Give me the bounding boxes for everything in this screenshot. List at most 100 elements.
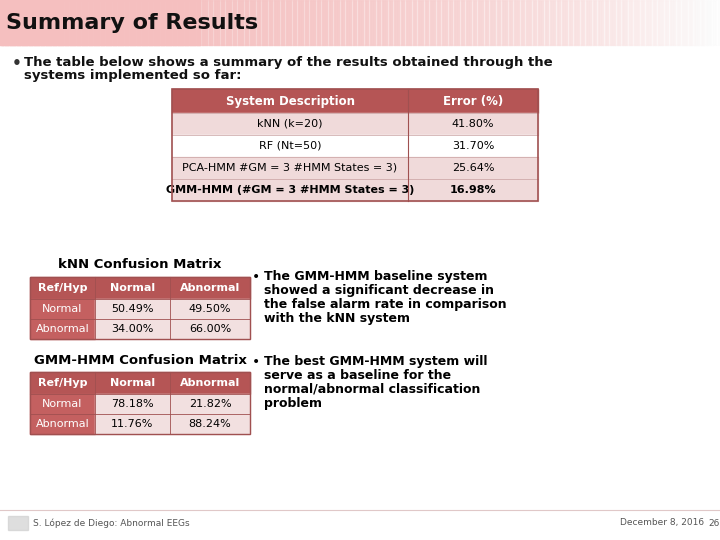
Text: Abnormal: Abnormal: [35, 419, 89, 429]
Bar: [718, 0, 720, 45]
Bar: [295, 0, 299, 45]
Bar: [185, 0, 188, 45]
Bar: [14, 0, 18, 45]
Bar: [686, 0, 690, 45]
Bar: [38, 0, 42, 45]
Bar: [269, 0, 272, 45]
Bar: [8, 516, 28, 530]
Bar: [454, 0, 457, 45]
Bar: [470, 0, 474, 45]
Bar: [626, 0, 630, 45]
Bar: [706, 0, 709, 45]
Bar: [405, 0, 409, 45]
Bar: [415, 0, 418, 45]
Bar: [391, 0, 395, 45]
Bar: [77, 0, 80, 45]
Bar: [326, 0, 330, 45]
Bar: [542, 0, 546, 45]
Text: •: •: [252, 270, 260, 284]
Bar: [221, 0, 224, 45]
Bar: [621, 0, 625, 45]
Text: The table below shows a summary of the results obtained through the: The table below shows a summary of the r…: [24, 56, 553, 69]
Bar: [194, 0, 198, 45]
Bar: [603, 0, 606, 45]
Bar: [103, 0, 107, 45]
Bar: [290, 0, 294, 45]
Bar: [45, 0, 49, 45]
Bar: [168, 0, 171, 45]
Bar: [170, 299, 250, 319]
Bar: [348, 0, 351, 45]
Bar: [166, 0, 169, 45]
Bar: [434, 0, 438, 45]
Bar: [170, 414, 250, 434]
Bar: [70, 0, 73, 45]
Bar: [135, 0, 138, 45]
Bar: [374, 0, 378, 45]
Bar: [631, 0, 634, 45]
Text: showed a significant decrease in: showed a significant decrease in: [264, 284, 494, 297]
Text: 66.00%: 66.00%: [189, 324, 231, 334]
Bar: [444, 0, 447, 45]
Bar: [19, 0, 22, 45]
Bar: [403, 0, 407, 45]
Bar: [95, 394, 170, 414]
Text: PCA-HMM #GM = 3 #HMM States = 3): PCA-HMM #GM = 3 #HMM States = 3): [182, 163, 397, 173]
Bar: [511, 0, 515, 45]
Text: GMM-HMM Confusion Matrix: GMM-HMM Confusion Matrix: [34, 354, 246, 367]
Bar: [528, 0, 531, 45]
Bar: [593, 0, 596, 45]
Bar: [372, 0, 375, 45]
Bar: [163, 0, 166, 45]
Bar: [132, 0, 135, 45]
Bar: [713, 0, 716, 45]
Bar: [614, 0, 618, 45]
Bar: [341, 0, 344, 45]
Bar: [30, 277, 95, 299]
Bar: [509, 0, 512, 45]
Bar: [655, 0, 659, 45]
Bar: [475, 0, 479, 45]
Text: RF (Nt=50): RF (Nt=50): [258, 141, 321, 151]
Bar: [74, 0, 78, 45]
Bar: [346, 0, 349, 45]
Bar: [7, 0, 11, 45]
Bar: [233, 0, 236, 45]
Text: kNN (k=20): kNN (k=20): [257, 119, 323, 129]
Bar: [173, 0, 176, 45]
Bar: [161, 0, 164, 45]
Bar: [89, 0, 92, 45]
Bar: [30, 372, 250, 434]
Bar: [170, 394, 250, 414]
Bar: [259, 0, 263, 45]
Bar: [151, 0, 155, 45]
Bar: [305, 0, 308, 45]
Bar: [670, 0, 673, 45]
Bar: [398, 0, 402, 45]
Bar: [358, 0, 361, 45]
Bar: [36, 0, 40, 45]
Text: Normal: Normal: [42, 304, 83, 314]
Bar: [79, 0, 83, 45]
Bar: [382, 0, 385, 45]
Bar: [384, 0, 387, 45]
Bar: [156, 0, 159, 45]
Bar: [274, 0, 277, 45]
Bar: [95, 414, 170, 434]
Bar: [27, 0, 30, 45]
Bar: [153, 0, 157, 45]
Bar: [238, 0, 241, 45]
Bar: [65, 0, 68, 45]
Bar: [691, 0, 695, 45]
Bar: [451, 0, 454, 45]
Bar: [418, 0, 421, 45]
Bar: [170, 319, 250, 339]
Bar: [567, 0, 570, 45]
Bar: [34, 0, 37, 45]
Bar: [331, 0, 335, 45]
Text: 88.24%: 88.24%: [189, 419, 231, 429]
Bar: [24, 0, 27, 45]
Bar: [48, 0, 51, 45]
Bar: [682, 0, 685, 45]
Bar: [552, 0, 555, 45]
